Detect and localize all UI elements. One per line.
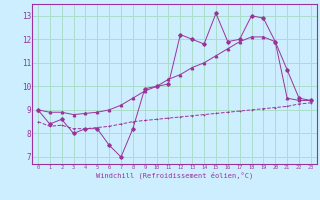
X-axis label: Windchill (Refroidissement éolien,°C): Windchill (Refroidissement éolien,°C) xyxy=(96,171,253,179)
